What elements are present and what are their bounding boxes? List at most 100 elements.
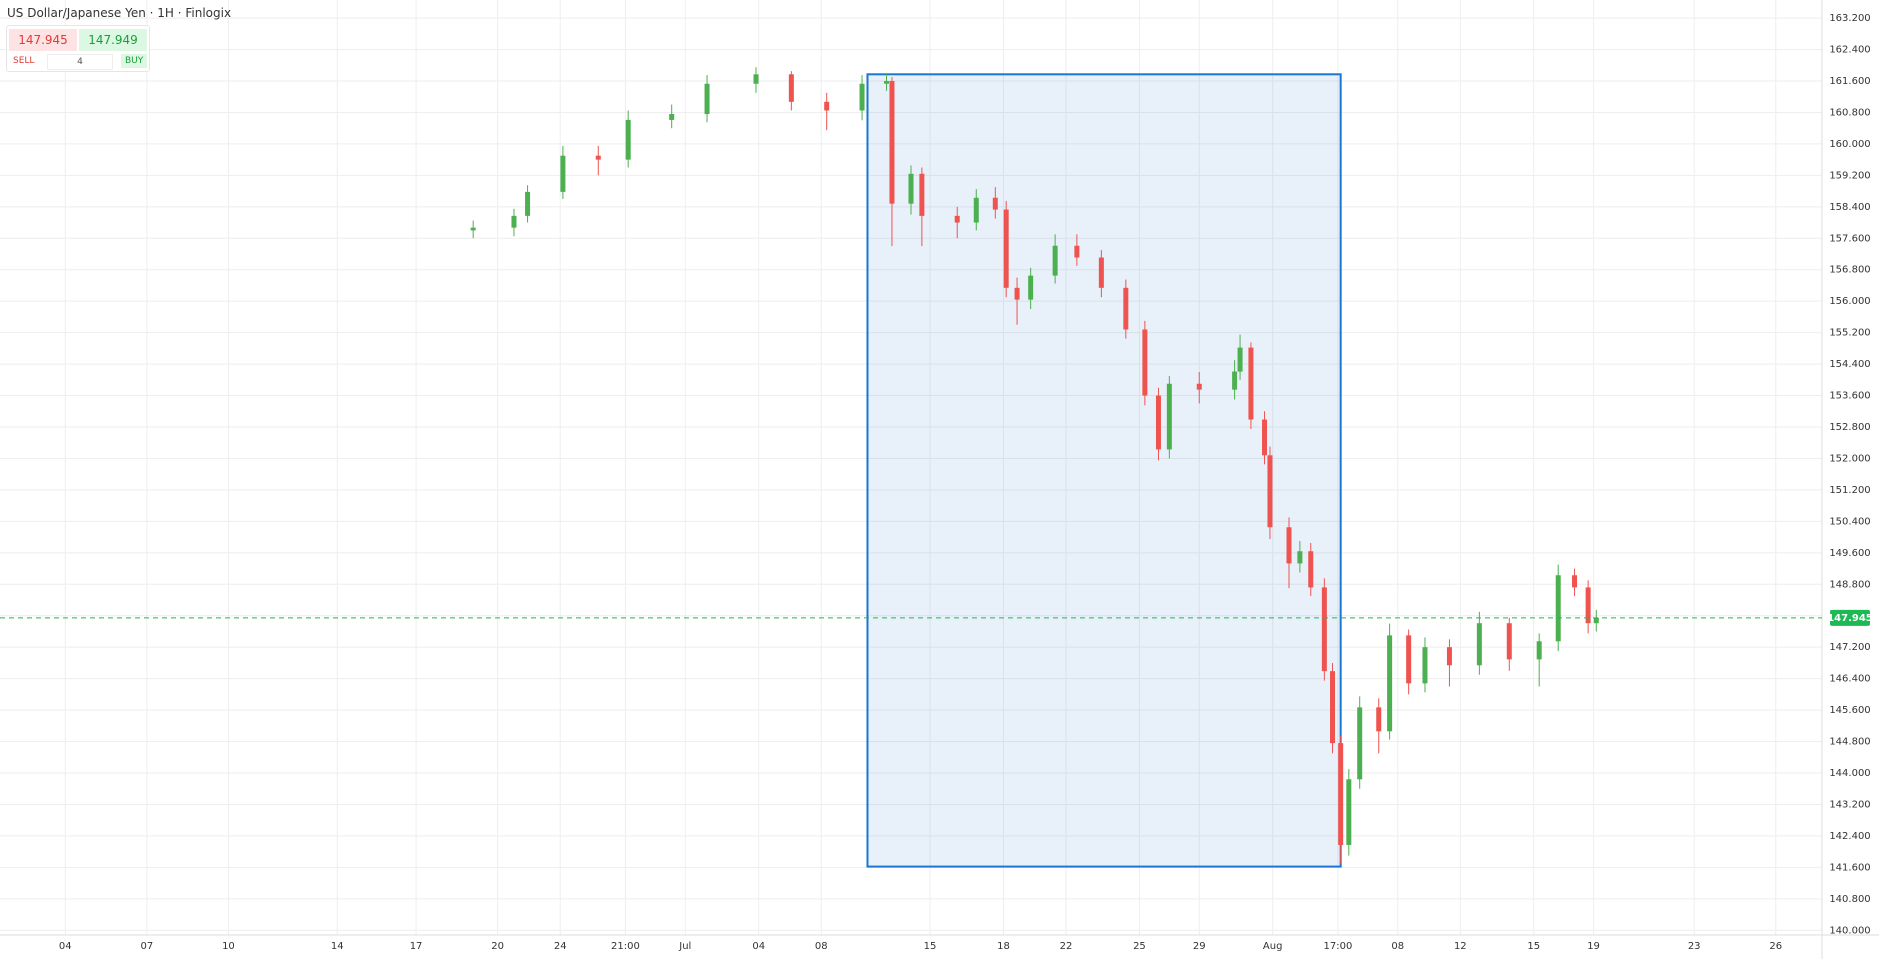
x-tick-label: 24 [554,941,567,952]
x-tick-label: 20 [491,941,504,952]
x-tick-label: 17:00 [1324,941,1353,952]
highlight-region [866,73,1342,868]
candle-body [1346,779,1352,845]
y-tick-label: 144.800 [1829,737,1870,748]
x-tick-label: 08 [815,941,828,952]
candle-body [525,191,531,216]
candle-body [824,101,830,111]
trade-panel: 147.945 147.949 SELL 4 BUY [6,25,150,72]
x-tick-label: 18 [997,941,1010,952]
candle-body [1506,623,1512,660]
x-tick-label: 04 [59,941,72,952]
x-tick-label: 15 [924,941,937,952]
candle-body [1123,287,1129,330]
x-tick-label: 25 [1133,941,1146,952]
candle-body [889,80,895,204]
x-tick-label: 04 [752,941,765,952]
y-tick-label: 141.600 [1829,862,1870,873]
candle-body [625,119,631,160]
x-tick-label: 08 [1391,941,1404,952]
sell-price[interactable]: 147.945 [9,29,77,51]
x-tick-label: 17 [410,941,423,952]
buy-button[interactable]: BUY [121,54,148,68]
y-tick-label: 149.600 [1829,548,1870,559]
y-tick-label: 157.600 [1829,233,1870,244]
candle-body [1098,257,1104,288]
y-tick-label: 154.400 [1829,359,1870,370]
y-tick-label: 152.800 [1829,422,1870,433]
y-tick-label: 145.600 [1829,705,1870,716]
y-tick-label: 162.400 [1829,45,1870,56]
candle-body [1297,551,1303,564]
y-tick-label: 161.600 [1829,76,1870,87]
y-tick-label: 147.200 [1829,642,1870,653]
x-tick-label: 23 [1688,941,1701,952]
x-tick-label: 10 [222,941,235,952]
candle-body [973,197,979,223]
candle-body [919,173,925,216]
candle-body [560,155,566,192]
candle-body [884,80,890,84]
y-tick-label: 158.400 [1829,202,1870,213]
candle-body [1357,707,1363,780]
y-tick-label: 156.000 [1829,296,1870,307]
y-tick-label: 143.200 [1829,799,1870,810]
candle-body [1585,587,1591,624]
candle-body [669,114,675,120]
candle-body [595,155,601,160]
y-tick-label: 160.800 [1829,107,1870,118]
candle-body [1155,395,1161,450]
candle-body [511,215,517,228]
candle-body [1387,635,1393,732]
candle-body [908,173,914,204]
sell-button[interactable]: SELL [13,56,35,66]
candle-body [1406,635,1412,684]
x-tick-label: 22 [1060,941,1073,952]
candle-body [1267,455,1273,528]
candle-body [954,215,960,223]
quantity-input[interactable]: 4 [47,54,113,70]
y-tick-label: 146.400 [1829,674,1870,685]
y-tick-label: 153.600 [1829,391,1870,402]
candle-body [1142,329,1148,396]
x-tick-label: 26 [1769,941,1782,952]
y-tick-label: 151.200 [1829,485,1870,496]
x-tick-label: 14 [331,941,344,952]
y-tick-label: 140.800 [1829,894,1870,905]
candle-body [1555,575,1561,642]
candle-body [1338,743,1344,845]
candle-body [1014,287,1020,300]
y-tick-label: 152.000 [1829,453,1870,464]
x-tick-label: Aug [1263,941,1283,952]
current-price-label: 147.945 [1827,613,1873,624]
y-tick-label: 155.200 [1829,328,1870,339]
candle-body [1446,647,1452,666]
candle-body [1262,419,1268,456]
candle-body [1572,575,1578,588]
current-price-tag [1830,609,1870,626]
y-tick-label: 163.200 [1829,13,1870,24]
candle-body [788,74,794,102]
candle-body [1330,671,1336,744]
candle-body [1286,527,1292,564]
candle-body [1232,371,1238,390]
candle-body [1376,707,1382,732]
y-tick-label: 144.000 [1829,768,1870,779]
candle-body [1237,347,1243,372]
candle-body [704,83,710,115]
y-tick-label: 148.800 [1829,579,1870,590]
candle-body [1052,245,1058,276]
y-tick-label: 150.400 [1829,516,1870,527]
y-tick-label: 160.000 [1829,139,1870,150]
candle-body [1308,551,1314,588]
candle-body [1196,383,1202,390]
candle-body [1166,383,1172,450]
buy-price[interactable]: 147.949 [79,29,147,51]
candle-body [1074,245,1080,258]
candle-body [1476,623,1482,666]
x-tick-label: 15 [1527,941,1540,952]
candle-body [1536,641,1542,660]
candle-body [470,227,476,231]
